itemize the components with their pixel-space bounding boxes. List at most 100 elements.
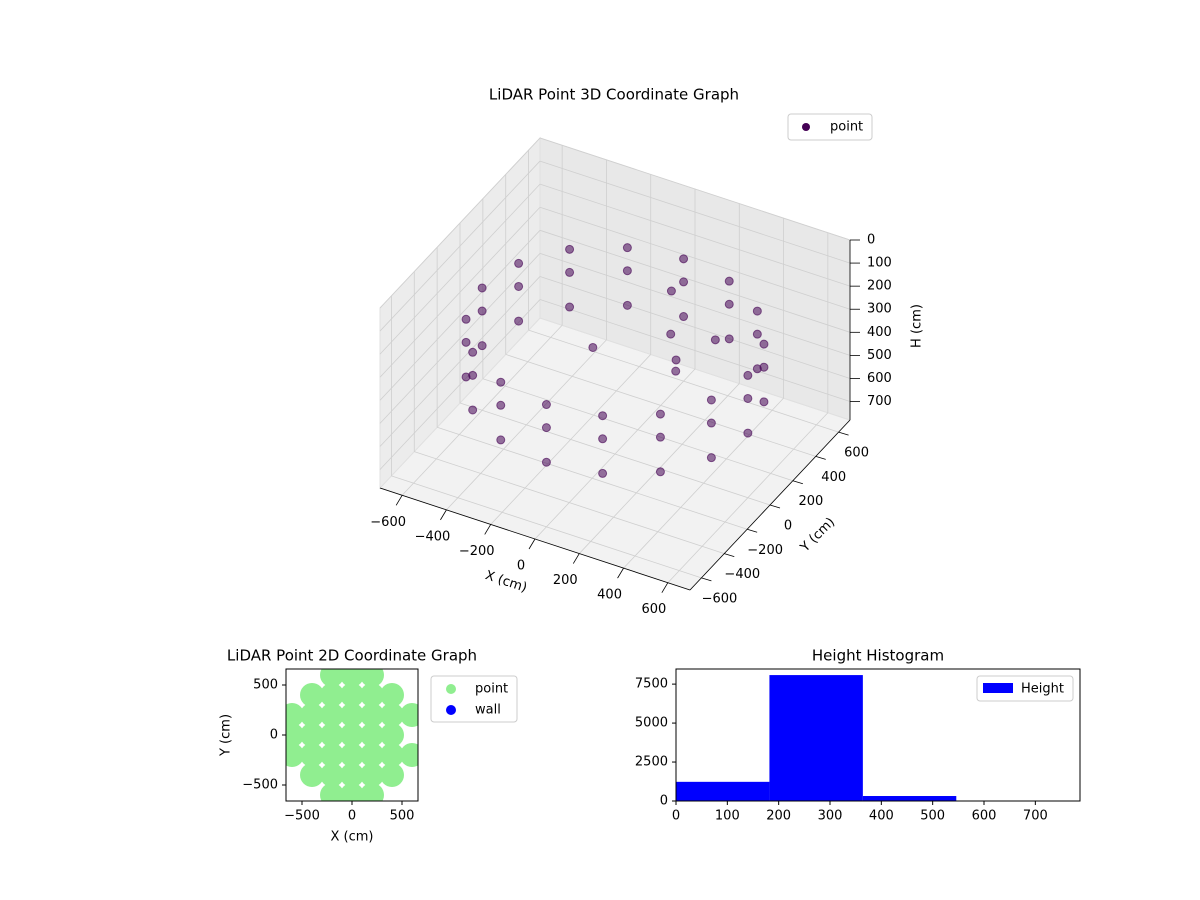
grid-line xyxy=(379,230,541,401)
x-tick-label: 500 xyxy=(390,809,415,824)
point xyxy=(300,763,324,787)
point xyxy=(655,467,665,477)
grid-line xyxy=(539,299,851,402)
point xyxy=(286,743,304,767)
grid-line xyxy=(539,137,851,241)
point xyxy=(300,723,324,747)
point xyxy=(320,783,344,801)
point xyxy=(679,254,689,264)
point xyxy=(655,432,665,442)
x-tick-label: 400 xyxy=(869,809,894,824)
point xyxy=(541,423,551,433)
grid-line xyxy=(414,451,725,554)
point xyxy=(706,395,716,405)
grid-line xyxy=(379,253,541,424)
z-tick-label: 200 xyxy=(867,279,892,294)
legend-box xyxy=(976,675,1074,702)
point xyxy=(340,763,364,787)
point xyxy=(752,364,762,374)
grid-line xyxy=(459,402,771,506)
legend-box xyxy=(787,113,873,141)
point xyxy=(496,377,506,387)
tick-mark xyxy=(484,524,492,535)
point xyxy=(724,334,734,344)
x-tick-label: 0 xyxy=(348,809,356,824)
point xyxy=(340,683,364,707)
point xyxy=(300,743,324,767)
point xyxy=(477,306,487,316)
point xyxy=(759,397,769,407)
x-tick-label: 400 xyxy=(597,588,622,603)
y-tick-label: 0 xyxy=(784,519,792,534)
point xyxy=(655,409,665,419)
x-tick-label: 500 xyxy=(920,809,945,824)
y-tick-label: 400 xyxy=(821,470,846,485)
z-tick-label: 500 xyxy=(867,348,892,363)
legend-label: Height xyxy=(1021,682,1064,697)
z-tick-label: 100 xyxy=(867,256,892,271)
tick-mark xyxy=(661,582,669,593)
grid-line xyxy=(539,206,851,310)
point xyxy=(360,723,384,747)
grid-line xyxy=(379,299,541,470)
point xyxy=(461,337,471,347)
point xyxy=(706,453,716,463)
z-axis-label: H (cm) xyxy=(910,304,925,348)
point xyxy=(400,703,418,727)
x-tick-label: 700 xyxy=(1023,809,1048,824)
chart-title: Height Histogram xyxy=(812,647,944,665)
x-tick-label: −400 xyxy=(415,529,451,544)
point xyxy=(320,703,344,727)
point xyxy=(380,763,404,787)
point xyxy=(679,312,689,322)
point xyxy=(320,683,344,707)
point xyxy=(340,669,364,687)
x-tick-label: −200 xyxy=(459,544,495,559)
point xyxy=(320,743,344,767)
y-tick-label: −600 xyxy=(702,591,738,606)
legend-label: point xyxy=(475,682,508,697)
point xyxy=(360,703,384,727)
grid-line xyxy=(482,378,793,482)
point xyxy=(320,763,344,787)
point xyxy=(286,723,304,747)
tick-mark xyxy=(617,567,624,579)
z-tick-label: 300 xyxy=(867,302,892,317)
point xyxy=(380,743,404,767)
point xyxy=(496,435,506,445)
y-tick-label: 7500 xyxy=(635,677,668,692)
point xyxy=(468,405,478,415)
point xyxy=(300,683,324,707)
point xyxy=(759,339,769,349)
y-tick-label: 500 xyxy=(253,678,278,693)
point xyxy=(461,372,471,382)
point xyxy=(671,366,681,376)
point xyxy=(598,468,608,478)
point xyxy=(598,411,608,421)
tick-mark xyxy=(440,509,447,521)
point xyxy=(286,703,304,727)
x-tick-label: −500 xyxy=(284,809,320,824)
x-tick-label: 0 xyxy=(672,809,680,824)
tick-mark xyxy=(769,504,781,509)
point xyxy=(477,341,487,351)
point xyxy=(743,393,753,403)
point xyxy=(340,743,364,767)
tick-mark xyxy=(792,480,803,485)
chart-title: LiDAR Point 3D Coordinate Graph xyxy=(489,86,739,104)
tick-mark xyxy=(724,553,735,557)
z-tick-label: 600 xyxy=(867,371,892,386)
legend-label: wall xyxy=(475,703,501,718)
grid-line xyxy=(379,160,541,332)
y-tick-label: 0 xyxy=(660,794,668,809)
axes-frame xyxy=(675,668,1081,802)
grid-line xyxy=(379,276,541,447)
point xyxy=(565,302,575,312)
z-tick-label: 700 xyxy=(867,394,892,409)
point xyxy=(671,355,681,365)
legend-label: point xyxy=(830,120,863,135)
y-tick-label: 200 xyxy=(798,494,823,509)
point xyxy=(300,703,324,727)
legend-marker xyxy=(446,684,456,694)
point xyxy=(360,763,384,787)
